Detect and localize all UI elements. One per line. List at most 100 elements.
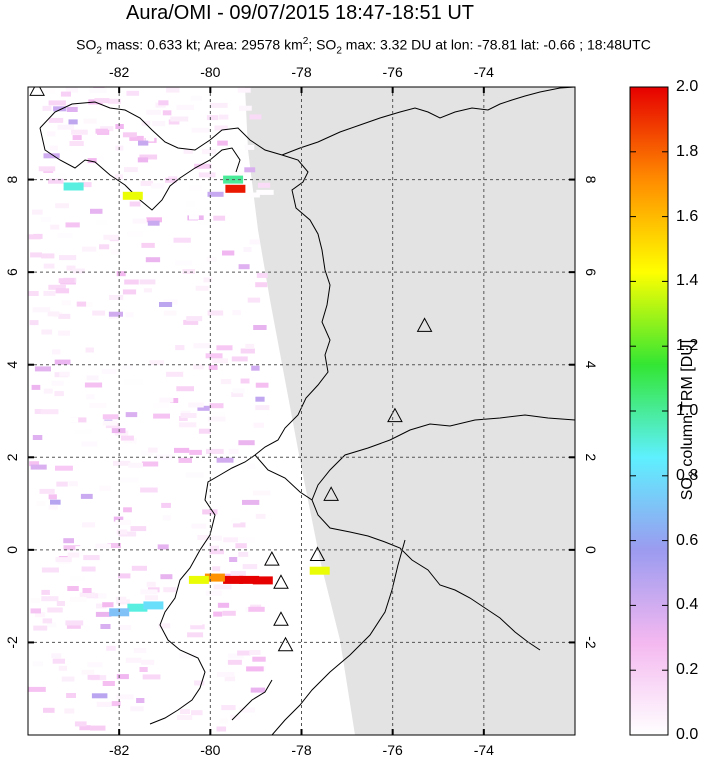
so2-pixel [129,135,144,141]
so2-pixel [82,246,97,252]
so2-pixel [216,457,234,463]
lat-tick-label: 2 [4,453,20,461]
so2-pixel [41,217,52,223]
colorbar-tick-label: 0.6 [676,531,699,549]
so2-pixel [126,90,140,96]
volcano-markers [29,87,433,652]
so2-pixel [74,721,87,727]
so2-pixel [198,172,216,178]
so2-pixel [28,234,41,240]
so2-pixel [205,590,222,596]
so2-pixel [249,239,260,245]
so2-pixel [52,658,65,664]
so2-pixel [237,650,251,656]
so2-pixel [180,709,190,715]
so2-pixel [116,599,130,605]
chart-title: Aura/OMI - 09/07/2015 18:47-18:51 UT [126,2,474,24]
so2-pixel [212,412,225,417]
so2-pixel [197,405,210,411]
so2-pixel [67,586,79,591]
so2-pixel [41,253,55,259]
so2-pixel [253,325,267,330]
so2-pixel [212,566,221,572]
so2-pixel [159,302,173,307]
so2-pixel [228,653,244,659]
so2-pixel [198,428,211,434]
so2-pixel [48,178,64,184]
so2-pixel [68,119,78,125]
colorbar-tick-label: 1.4 [676,272,699,290]
so2-pixel [148,447,158,453]
so2-pixel [85,347,94,353]
so2-pixel [55,465,73,471]
so2-pixel [191,710,203,716]
so2-pixel [42,618,53,624]
volcano-triangle-icon [323,486,339,501]
so2-pixel [249,650,261,655]
lon-tick [209,87,212,93]
so2-pixel [214,125,228,131]
chart-subtitle: SO2 mass: 0.633 kt; Area: 29578 km2; SO2… [76,36,651,57]
so2-pixel [146,217,162,223]
so2-pixel [242,564,258,570]
so2-pixel [250,687,266,693]
so2-pixel [92,310,106,316]
lat-tick [28,456,34,459]
so2-pixel [248,606,265,612]
volcano-triangle-icon [416,317,433,332]
so2-pixel [153,403,169,409]
so2-pixel [138,140,149,146]
so2-pixel [94,98,110,104]
so2-pixel [70,596,87,602]
lon-tick-label: -82 [109,64,129,80]
so2-pixel [86,375,99,381]
so2-pixel [39,88,56,94]
so2-pixel [232,310,241,316]
tick-labels: -82 -82 -80 -80 -78 -78 -76 -76 -74 -74 8 8 6 6 4 4 2 2 0 0… [4,64,599,758]
so2-pixel [49,173,67,179]
so2-pixel [103,234,119,240]
so2-pixel [206,256,217,262]
so2-pixel [158,100,169,106]
so2-pixel [244,167,256,173]
so2-pixel [56,481,68,487]
so2-pixel [87,158,97,164]
so2-pixel [145,257,161,263]
so2-pixel [228,448,239,454]
tick-marks [28,87,575,735]
so2-pixel [102,681,115,686]
so2-pixel [51,653,62,659]
so2-pixel [244,192,260,198]
so2-pixel [66,693,76,698]
so2-pixel [36,501,46,506]
so2-pixel [231,356,248,362]
so2-hotspot [122,191,143,200]
so2-pixel [114,174,123,180]
so2-pixel [65,222,80,228]
so2-pixel [80,493,93,499]
so2-pixel [144,283,160,289]
so2-pixel [91,693,108,699]
so2-pixel [219,718,228,724]
lat-tick-label: 6 [4,268,20,276]
so2-pixel [61,300,71,306]
so2-pixel [82,522,95,528]
so2-pixel [113,460,131,466]
lon-tick [300,729,303,735]
so2-pixel [48,494,57,500]
so2-pixel [56,601,65,606]
so2-pixel [217,672,235,677]
so2-pixel [48,117,64,123]
so2-pixel [102,414,119,420]
so2-pixel [59,255,77,261]
so2-pixel [69,141,84,146]
so2-pixel [146,109,161,115]
so2-pixel [42,105,52,111]
so2-pixel [255,396,265,402]
so2-pixel [143,287,152,293]
so2-pixel [189,449,202,455]
so2-pixel [116,529,128,535]
so2-pixel [81,441,98,447]
lon-tick [300,87,303,93]
